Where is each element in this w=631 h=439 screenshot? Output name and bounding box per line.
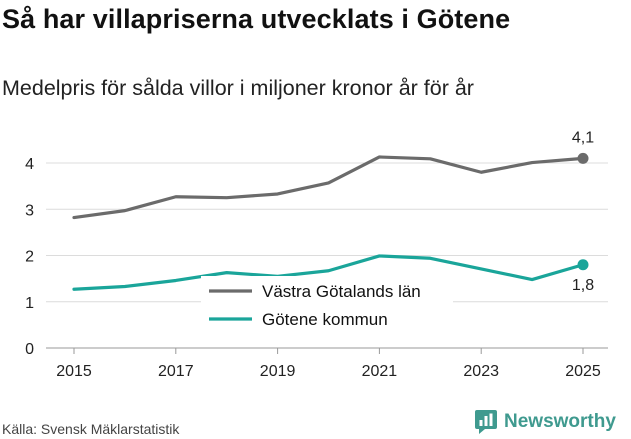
legend-label: Götene kommun: [262, 310, 388, 329]
series-line-gotene: [72, 254, 585, 291]
series-end-marker: [577, 152, 589, 164]
legend-label: Västra Götalands län: [262, 282, 421, 301]
x-tick-label: 2019: [260, 363, 296, 380]
x-tick-label: 2025: [565, 363, 601, 380]
y-tick-label: 2: [25, 249, 34, 266]
x-tick-label: 2015: [56, 363, 92, 380]
series-lines: 4,1 1,8: [72, 129, 594, 294]
newsworthy-logo: Newsworthy: [474, 408, 616, 436]
y-tick-label: 3: [25, 202, 34, 219]
y-tick-label: 1: [25, 295, 34, 312]
series-end-label: 1,8: [572, 277, 594, 294]
y-tick-label: 0: [25, 341, 34, 358]
x-tick-label: 2021: [362, 363, 398, 380]
gridlines: [46, 162, 608, 349]
newsworthy-logo-icon: [475, 410, 497, 434]
chart-subtitle: Medelpris för sålda villor i miljoner kr…: [2, 76, 474, 100]
series-end-label: 4,1: [572, 129, 594, 146]
chart-title: Så har villapriserna utvecklats i Götene: [2, 4, 511, 34]
legend-box: [201, 276, 453, 334]
line-chart: 0 1 2 3 4 2015 2017 2019 2021 2023 2025 4,1 1,8 Väs…: [25, 129, 608, 380]
axis-labels: 0 1 2 3 4 2015 2017 2019 2021 2023 2025: [25, 156, 601, 380]
source-note: Källa: Svensk Mäklarstatistik: [2, 421, 180, 437]
series-line-vastra-gotaland: [72, 155, 585, 220]
newsworthy-logo-text: Newsworthy: [504, 411, 616, 432]
y-tick-label: 4: [25, 156, 34, 173]
x-tick-label: 2017: [158, 363, 194, 380]
series-end-marker: [577, 259, 589, 271]
legend: Västra Götalands län Götene kommun: [201, 276, 453, 334]
x-tick-label: 2023: [463, 363, 499, 380]
